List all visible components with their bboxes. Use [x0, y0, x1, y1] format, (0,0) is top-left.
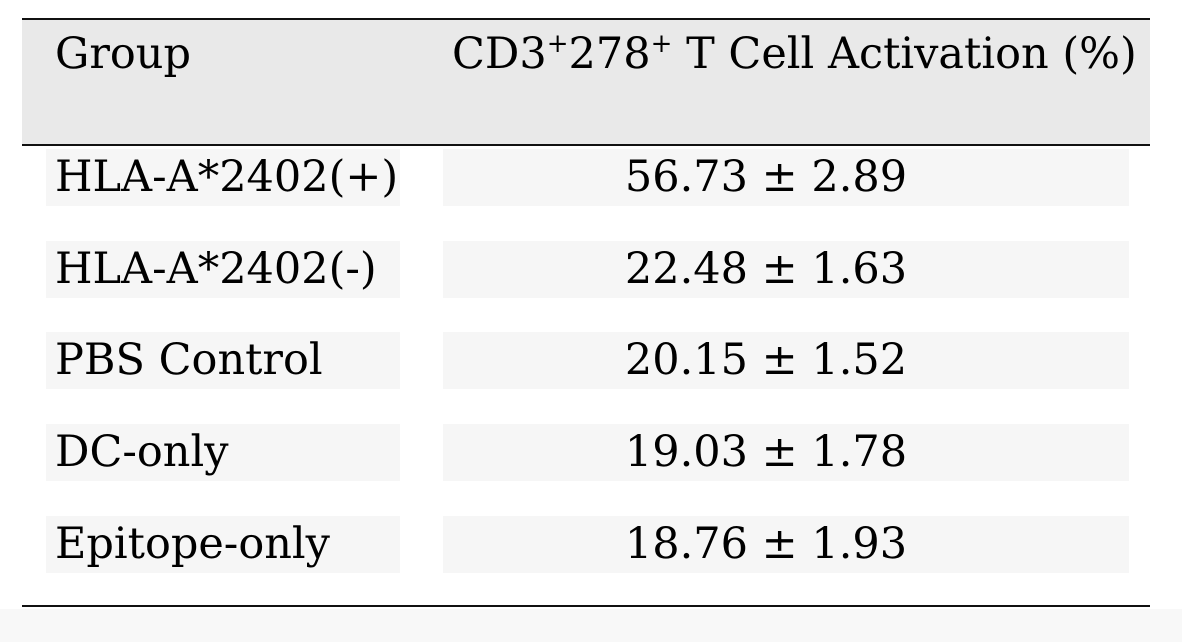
table-row-value-cell: 18.76 ± 1.93 [443, 516, 1129, 573]
header-value-prefix: CD3 [452, 29, 547, 79]
table-row-value-cell: 22.48 ± 1.63 [443, 241, 1129, 298]
table-row-group-cell: HLA-A*2402(+) [46, 149, 400, 206]
table-row-group-cell: HLA-A*2402(-) [46, 241, 400, 298]
header-value-suffix: T Cell Activation (%) [672, 29, 1137, 79]
table-sheet: Group CD3+278+ T Cell Activation (%) HLA… [22, 18, 1150, 607]
table-header-band [22, 20, 1150, 144]
header-value-sup2: + [650, 29, 673, 59]
column-header-activation: CD3+278+ T Cell Activation (%) [452, 24, 1137, 84]
table-row-value-cell: 19.03 ± 1.78 [443, 424, 1129, 481]
table-row-group-cell: DC-only [46, 424, 400, 481]
header-value-mid: 278 [568, 29, 651, 79]
column-header-group: Group [55, 29, 192, 79]
table-row-group-cell: Epitope-only [46, 516, 400, 573]
table-bottom-rule [22, 605, 1150, 607]
table-row-value-cell: 20.15 ± 1.52 [443, 332, 1129, 389]
table-row-value-cell: 56.73 ± 2.89 [443, 149, 1129, 206]
table-header-rule [22, 144, 1150, 146]
header-value-sup1: + [546, 29, 569, 59]
table-row-group-cell: PBS Control [46, 332, 400, 389]
table-top-rule [22, 18, 1150, 20]
